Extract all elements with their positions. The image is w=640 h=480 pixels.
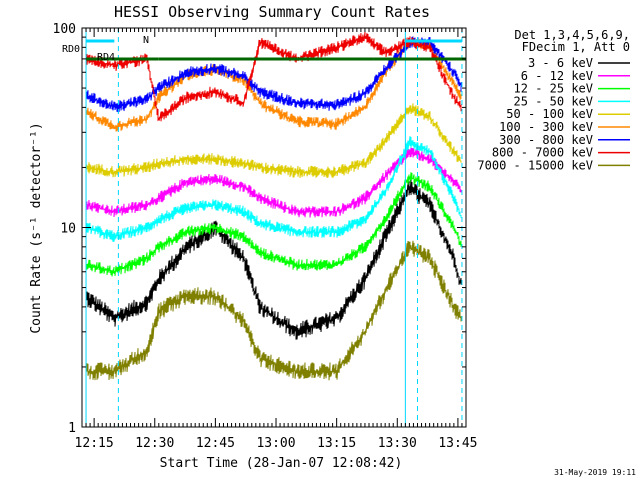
x-tick-label-4: 13:00: [256, 436, 295, 451]
series-line-3: [86, 172, 462, 277]
x-axis: 12:15 12:30 12:45 13:00 13:15 13:30 13:45: [75, 28, 477, 451]
series-line-2: [86, 147, 462, 218]
annotation-rd0: RD0: [62, 44, 80, 55]
x-tick-label-1: 12:15: [75, 436, 114, 451]
footer-timestamp: 31-May-2019 19:11: [554, 468, 636, 477]
legend: Det 1,3,4,5,6,9, FDecim 1, Att 0 3 - 6 k…: [477, 28, 630, 172]
y-tick-label-2: 10: [60, 222, 76, 237]
legend-header-2: FDecim 1, Att 0: [522, 40, 630, 54]
data-layer: [86, 31, 462, 381]
legend-header-1: Det 1,3,4,5,6,9,: [514, 28, 630, 42]
series-line-6: [86, 38, 462, 132]
annotation-n: N: [143, 35, 149, 46]
series-line-9: [86, 240, 462, 381]
legend-label-7: 300 - 800 keV: [499, 133, 593, 147]
y-axis: 1 10 100: [53, 22, 466, 436]
y-tick-label-1: 1: [68, 421, 76, 436]
legend-label-5: 50 - 100 keV: [506, 107, 593, 121]
legend-label-2: 6 - 12 keV: [521, 69, 593, 83]
x-axis-label: Start Time (28-Jan-07 12:08:42): [160, 456, 403, 471]
y-axis-label: Count Rate (s⁻¹ detector⁻¹): [29, 122, 44, 333]
series-line-4: [86, 136, 462, 243]
chart-title: HESSI Observing Summary Count Rates: [114, 3, 430, 21]
legend-label-9: 7000 - 15000 keV: [477, 158, 593, 172]
flag-layer: [86, 39, 466, 61]
x-tick-label-6: 13:30: [378, 436, 417, 451]
x-tick-label-3: 12:45: [196, 436, 235, 451]
series-line-1: [86, 179, 462, 340]
x-tick-label-2: 12:30: [135, 436, 174, 451]
legend-label-6: 100 - 300 keV: [499, 120, 593, 134]
series-line-5: [86, 103, 462, 178]
series-line-8: [86, 31, 462, 122]
x-tick-label-5: 13:15: [317, 436, 356, 451]
legend-label-3: 12 - 25 keV: [514, 82, 593, 96]
y-tick-label-3: 100: [53, 22, 76, 37]
x-tick-label-7: 13:45: [438, 436, 477, 451]
legend-label-1: 3 - 6 keV: [528, 56, 593, 70]
series-line-7: [86, 36, 462, 113]
annotation-rd4: RD4: [97, 52, 115, 63]
legend-label-8: 800 - 7000 keV: [492, 146, 593, 160]
legend-label-4: 25 - 50 keV: [514, 94, 593, 108]
